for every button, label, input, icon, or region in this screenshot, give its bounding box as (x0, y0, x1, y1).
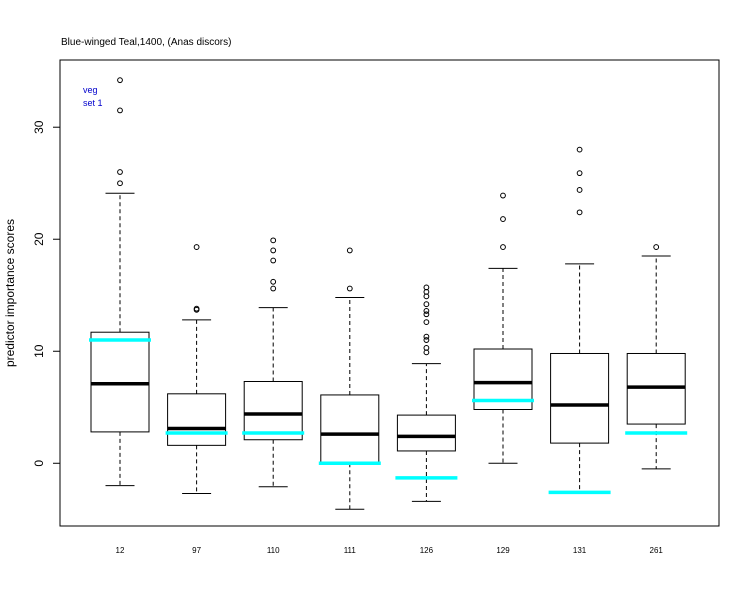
outlier-point (270, 278, 277, 285)
box-group (165, 244, 228, 495)
outlier-point (653, 244, 660, 250)
outlier-point (270, 237, 277, 244)
plot-frame (59, 59, 720, 527)
box-group (472, 192, 534, 464)
x-tick-label: 97 (192, 546, 201, 555)
x-tick-label: 110 (267, 546, 280, 555)
y-tick-label: 30 (32, 120, 46, 134)
x-tick-label: 131 (573, 546, 587, 555)
annotation-set: set 1 (83, 98, 103, 108)
outlier-point (576, 187, 583, 193)
outlier-point (117, 169, 123, 175)
box-marks (89, 77, 688, 510)
y-axis-label: predictor importance scores (3, 219, 17, 367)
iqr-box (396, 414, 456, 452)
x-tick-label: 126 (420, 546, 434, 555)
outlier-point (423, 319, 430, 326)
y-tick-label: 10 (32, 344, 46, 358)
iqr-box (550, 352, 610, 444)
outlier-point (500, 216, 506, 222)
outlier-point (423, 308, 430, 314)
x-tick-label: 261 (650, 546, 664, 555)
outlier-point (270, 247, 277, 254)
iqr-box (473, 348, 533, 410)
outlier-point (576, 146, 583, 153)
outlier-point (423, 333, 430, 340)
annotation-veg: veg (83, 85, 98, 95)
outlier-point (576, 209, 583, 216)
outlier-point (346, 247, 353, 254)
outlier-point (423, 344, 430, 351)
outlier-point (193, 305, 200, 312)
box-group (318, 247, 381, 510)
box-group (395, 284, 458, 502)
outlier-point (117, 77, 123, 84)
x-tick-label: 129 (496, 546, 510, 555)
y-tick-label: 20 (32, 232, 46, 246)
y-axis: 0 10 20 30 (32, 120, 61, 467)
iqr-box (167, 393, 227, 446)
outlier-point (270, 257, 277, 264)
outlier-point (500, 192, 506, 199)
outlier-point (423, 301, 430, 308)
outlier-point (346, 285, 353, 292)
y-tick-label: 0 (32, 460, 46, 467)
outlier-point (117, 180, 123, 187)
outlier-point (423, 311, 430, 318)
outlier-point (423, 284, 430, 291)
box-group (89, 77, 151, 487)
box-group (242, 237, 305, 488)
box-group (548, 146, 611, 495)
x-tick-label: 12 (116, 546, 125, 555)
x-axis: 12 97 110 111 126 129 131 261 (116, 546, 664, 555)
box-group (625, 244, 688, 470)
outlier-point (500, 244, 506, 250)
outlier-point (423, 337, 430, 343)
chart-title: Blue-winged Teal,1400, (Anas discors) (61, 37, 231, 48)
outlier-point (117, 107, 123, 114)
x-tick-label: 111 (344, 546, 357, 555)
outlier-point (270, 285, 277, 292)
outlier-point (193, 244, 200, 250)
iqr-box (243, 380, 303, 441)
outlier-point (576, 170, 583, 177)
iqr-box (320, 394, 380, 464)
